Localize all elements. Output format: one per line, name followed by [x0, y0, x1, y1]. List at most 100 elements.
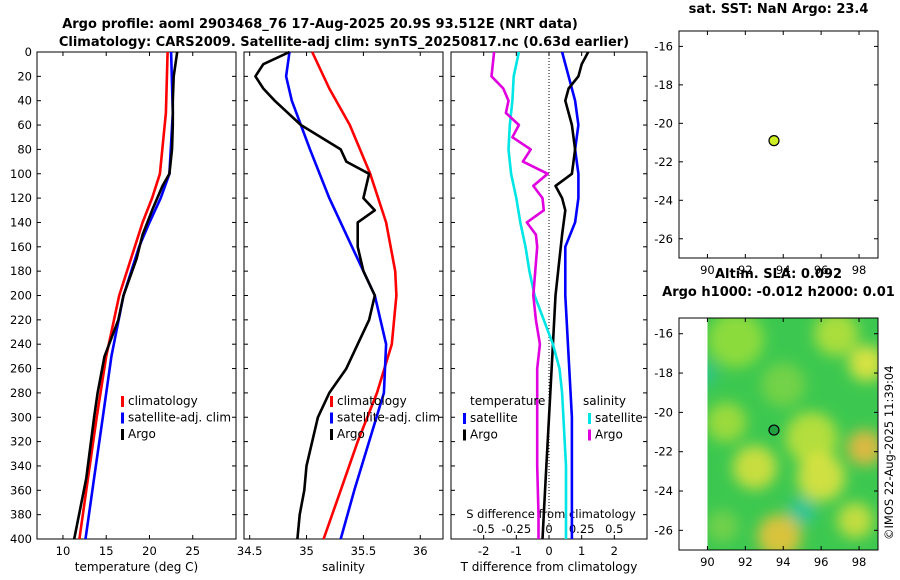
- y-tick-label: 400: [10, 532, 32, 546]
- legend-swatch: [121, 412, 124, 424]
- x-axis-label: temperature (deg C): [75, 560, 198, 574]
- y-tick-label: 200: [10, 289, 32, 303]
- heatmap-cell: [785, 411, 838, 464]
- x-tick-label: 94: [776, 263, 791, 277]
- x-tick-label: -1: [511, 544, 522, 558]
- legend-swatch: [588, 413, 591, 424]
- y-tick-label: 260: [10, 362, 32, 376]
- y-tick-label: -18: [654, 366, 673, 380]
- s-tick-label: 0.5: [605, 522, 623, 536]
- y-tick-label: -16: [654, 39, 673, 53]
- map-title-line: Argo h1000: -0.012 h2000: 0.01: [662, 285, 895, 300]
- legend-swatch: [588, 429, 591, 441]
- y-tick-label: 0: [25, 45, 32, 59]
- legend-label: satellite-adj. clim: [128, 411, 231, 425]
- y-tick-label: -26: [654, 232, 673, 246]
- y-tick-label: 180: [10, 264, 32, 278]
- y-tick-label: 60: [17, 118, 32, 132]
- x-tick-label: 98: [852, 263, 867, 277]
- series-line-t-satellite: [560, 51, 580, 539]
- x-tick-label: 1: [578, 544, 585, 558]
- series-line-argo: [254, 50, 377, 540]
- x-tick-label: -2: [478, 544, 489, 558]
- difference-panel: -2 -1 0 1 2 T difference from climatology S di…: [450, 51, 648, 574]
- legend-swatch: [121, 396, 124, 407]
- y-tick-label: 360: [10, 483, 32, 497]
- legend-label: Argo: [337, 427, 365, 441]
- x-tick-label: 92: [738, 555, 753, 569]
- x-tick-label: 10: [56, 544, 71, 558]
- y-tick-label: 340: [10, 459, 32, 473]
- y-tick-label: 280: [10, 386, 32, 400]
- x-tick-label: 20: [142, 544, 157, 558]
- legend-label: Argo: [128, 427, 156, 441]
- plot-frame: [243, 51, 444, 540]
- y-tick-label: 220: [10, 313, 32, 327]
- sla-map-panel: Altim. SLA: 0.092 Argo h1000: -0.012 h200…: [654, 267, 895, 569]
- heatmap-cell: [788, 496, 817, 525]
- s-tick-label: 0.25: [569, 522, 595, 536]
- x-tick-label: 15: [99, 544, 114, 558]
- x-tick-label: 34.5: [237, 544, 263, 558]
- y-tick-label: 300: [10, 410, 32, 424]
- series-line-climatology: [78, 51, 169, 540]
- x-tick-label: 94: [776, 555, 791, 569]
- x-tick-label: 90: [700, 263, 715, 277]
- s-axis-label: S difference from climatology: [466, 507, 636, 521]
- series-line-s-argo: [490, 51, 550, 539]
- x-tick-label: 25: [185, 544, 200, 558]
- heatmap-cell: [732, 445, 777, 490]
- y-tick-label: 120: [10, 191, 32, 205]
- y-tick-label: -20: [654, 116, 673, 130]
- legend-swatch: [463, 413, 466, 424]
- heatmap-cell: [837, 502, 874, 539]
- legend-swatch: [121, 429, 124, 440]
- figure-title-line1: Argo profile: aoml 2903468_76 17-Aug-202…: [62, 17, 578, 32]
- legend-label: Argo: [470, 428, 498, 442]
- legend-title-salinity: salinity: [583, 394, 626, 408]
- x-tick-label: 36: [413, 544, 428, 558]
- map-frame: [678, 30, 879, 259]
- x-tick-label: 0: [545, 544, 552, 558]
- heatmap-cell: [707, 510, 739, 543]
- y-tick-label: 240: [10, 337, 32, 351]
- heatmap-cell: [761, 362, 806, 407]
- series-line-argo: [72, 51, 179, 540]
- imos-timestamp: ©IMOS 22-Aug-2025 11:39:04: [882, 365, 896, 540]
- x-tick-label: 35.5: [351, 544, 377, 558]
- x-tick-label: 35: [299, 544, 314, 558]
- sla-heatmap: [707, 318, 879, 550]
- x-tick-label: 98: [852, 555, 867, 569]
- legend-label: satellite-adj. clim: [337, 411, 440, 425]
- legend-swatch: [330, 412, 333, 424]
- y-tick-label: -26: [654, 523, 673, 537]
- argo-location-marker: [768, 135, 780, 147]
- y-tick-label: -24: [654, 484, 673, 498]
- heatmap-cell: [848, 345, 879, 382]
- salinity-panel: 34.5 35 35.5 36 salinity climatology satellite…: [237, 50, 444, 574]
- heatmap-cell: [707, 359, 718, 387]
- map-frame: [678, 317, 879, 551]
- x-tick-label: 96: [814, 555, 829, 569]
- legend-label: climatology: [128, 394, 198, 408]
- y-tick-label: 380: [10, 508, 32, 522]
- series-line-s-satellite: [507, 51, 568, 539]
- y-tick-label: -18: [654, 78, 673, 92]
- y-tick-label: -16: [654, 327, 673, 341]
- y-tick-label: 100: [10, 167, 32, 181]
- y-tick-label: -22: [654, 155, 673, 169]
- heatmap-cell: [707, 318, 764, 368]
- x-tick-label: 2: [611, 544, 618, 558]
- map-background: [679, 31, 878, 258]
- s-tick-label: -0.5: [472, 522, 494, 536]
- legend-swatch: [463, 429, 466, 441]
- s-tick-label: 0: [545, 522, 552, 536]
- y-tick-label: 320: [10, 435, 32, 449]
- x-axis-label: salinity: [322, 560, 365, 574]
- temperature-panel: 0 20 40 60 80 100 120 140 160 180 200 220 240 260 280 3…: [10, 45, 237, 574]
- sst-map-panel: sat. SST: NaN Argo: 23.4 90 92 94 96 98 -16 -18…: [654, 2, 879, 277]
- legend-label: Argo: [595, 428, 623, 442]
- y-tick-label: 80: [17, 142, 32, 156]
- x-tick-label: 96: [814, 263, 829, 277]
